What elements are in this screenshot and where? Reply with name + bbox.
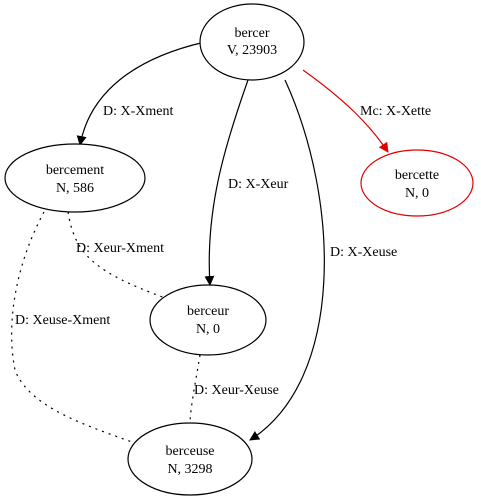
edge-label: D: Xeur-Xment [76,241,164,256]
edge-bercer-bercette: Mc: X-Xette [302,69,431,153]
edge-line [189,354,201,426]
edge-line [204,79,249,286]
node-shape [199,3,305,81]
node-name: bercette [395,168,439,183]
node-berceuse: berceuse N, 3298 [127,422,253,496]
node-shape [360,149,474,217]
edge-berceur-berceuse: D: Xeur-Xeuse [189,354,279,426]
node-bercement: bercement N, 586 [4,143,146,213]
node-name: bercement [46,163,104,178]
edge-bercer-berceuse: D: X-Xeuse [249,79,397,441]
edge-bercer-bercement: D: X-Xment [76,41,206,146]
node-shape [4,143,146,213]
node-name: berceur [187,304,229,319]
edge-line [249,79,325,441]
node-berceur: berceur N, 0 [149,284,267,356]
edge-bercer-berceur: D: X-Xeur [204,79,289,286]
edge-label: Mc: X-Xette [360,104,431,119]
node-name: berceuse [166,444,215,459]
node-name: bercer [235,26,270,41]
node-shape [127,422,253,496]
edge-line [67,211,166,299]
node-shape [149,284,267,356]
edge-bercement-berceur: D: Xeur-Xment [67,211,166,299]
edge-bercement-berceuse: D: Xeuse-Xment [11,211,141,446]
node-info: V, 23903 [227,43,277,58]
node-bercette: bercette N, 0 [360,149,474,217]
edge-label: D: X-Xment [103,104,173,119]
edge-line [76,41,206,146]
edge-label: D: Xeur-Xeuse [194,383,279,398]
edge-label: D: X-Xeuse [330,245,397,260]
node-info: N, 0 [196,322,220,337]
node-info: N, 3298 [167,462,212,477]
edge-label: D: Xeuse-Xment [15,313,110,328]
node-info: N, 0 [405,186,429,201]
node-bercer: bercer V, 23903 [199,3,305,81]
edge-line [302,69,389,153]
edge-label: D: X-Xeur [228,177,289,192]
node-info: N, 586 [56,181,94,196]
